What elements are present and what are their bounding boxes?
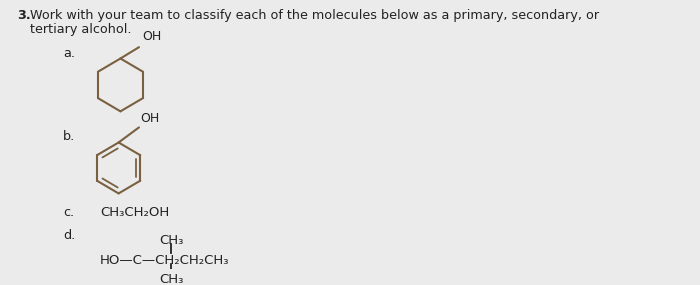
Text: tertiary alcohol.: tertiary alcohol. [29, 23, 131, 36]
Text: CH₃CH₂OH: CH₃CH₂OH [100, 206, 169, 219]
Text: Work with your team to classify each of the molecules below as a primary, second: Work with your team to classify each of … [29, 9, 598, 23]
Text: OH: OH [142, 30, 161, 43]
Text: a.: a. [63, 47, 75, 60]
Text: b.: b. [63, 130, 76, 143]
Text: d.: d. [63, 229, 76, 242]
Text: HO—C—CH₂CH₂CH₃: HO—C—CH₂CH₂CH₃ [100, 254, 230, 267]
Text: CH₃: CH₃ [159, 273, 183, 285]
Text: OH: OH [140, 113, 159, 125]
Text: 3.: 3. [17, 9, 30, 23]
Text: CH₃: CH₃ [159, 234, 183, 247]
Text: c.: c. [63, 206, 74, 219]
